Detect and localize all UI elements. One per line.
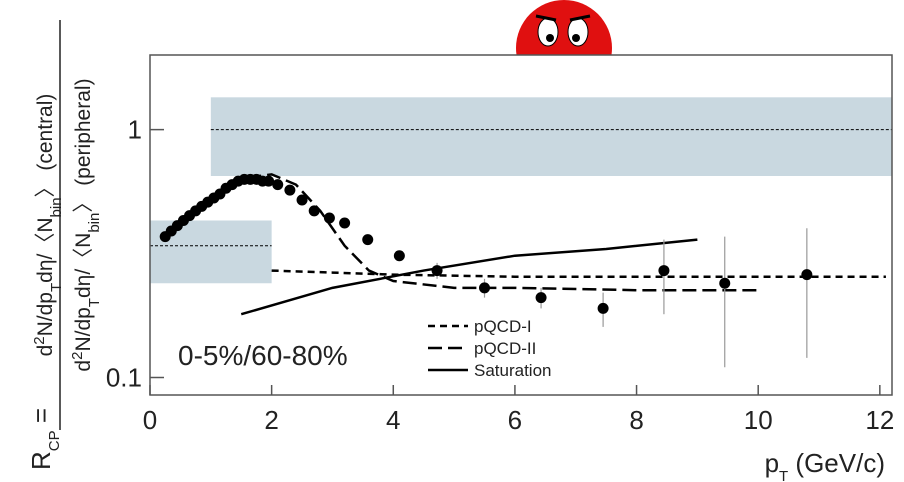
y-label-numerator: d2N/dpTdη/〈Nbin〉 (central) — [31, 94, 65, 357]
systematic-band — [210, 97, 892, 176]
x-tick-label: 6 — [508, 405, 522, 435]
data-point — [339, 217, 351, 229]
legend-label: Saturation — [474, 361, 552, 380]
data-point — [308, 205, 320, 217]
label-part: = — [26, 408, 56, 430]
data-point — [719, 277, 731, 289]
model-curve — [271, 269, 886, 278]
y-label-lhs: RCP = — [26, 408, 63, 470]
x-tick-label: 8 — [629, 405, 643, 435]
x-tick-label: 4 — [386, 405, 400, 435]
y-axis-label: RCP =d2N/dpTdη/〈Nbin〉 (central)d2N/dpTdη… — [26, 20, 103, 470]
model-curve — [247, 173, 759, 292]
data-point — [323, 212, 335, 224]
label-part: T — [86, 298, 103, 307]
data-point — [272, 179, 284, 191]
data-point — [535, 292, 547, 304]
label-part: N/dp — [34, 292, 57, 336]
data-point — [296, 194, 308, 206]
plot-frame — [149, 54, 893, 396]
x-tick-label: 0 — [143, 405, 157, 435]
label-part: CP — [46, 430, 63, 451]
label-part: 〉 (central) — [34, 94, 57, 198]
annotation: 0-5%/60-80% — [178, 340, 348, 371]
x-axis-label: pT (GeV/c) — [765, 448, 885, 482]
label-part: T — [779, 468, 788, 482]
label-part: dη/〈N — [72, 233, 95, 298]
label-part: R — [26, 451, 56, 470]
x-tick-label: 2 — [264, 405, 278, 435]
label-part: d — [72, 360, 95, 372]
mascot — [516, 0, 612, 55]
x-tick-label: 12 — [865, 405, 894, 435]
data-point — [393, 250, 405, 262]
label-part: dη/〈N — [34, 217, 57, 282]
label-part: bin — [48, 197, 65, 217]
label-part: N/dp — [72, 307, 95, 351]
label-part: d — [34, 345, 57, 357]
data-point — [801, 269, 813, 281]
label-part: 2 — [31, 336, 48, 344]
label-part: (GeV/c) — [788, 448, 885, 478]
data-point — [284, 184, 296, 196]
legend-label: pQCD-I — [474, 317, 532, 336]
label-part: bin — [86, 213, 103, 233]
data-point — [597, 302, 609, 314]
data-point — [658, 265, 670, 277]
y-tick-label: 1 — [128, 115, 142, 145]
data-point — [431, 265, 443, 277]
legend-label: pQCD-II — [474, 339, 536, 358]
x-tick-label: 10 — [744, 405, 773, 435]
label-part: 〉 (peripheral) — [72, 78, 95, 212]
y-label-denominator: d2N/dpTdη/〈Nbin〉 (peripheral) — [69, 78, 103, 371]
data-point — [362, 234, 374, 246]
model-curve — [240, 238, 698, 316]
label-part: T — [48, 283, 65, 292]
y-tick-label: 0.1 — [106, 363, 142, 393]
label-part: p — [765, 448, 779, 478]
data-point — [263, 175, 275, 187]
data-point — [479, 282, 491, 294]
label-part: 2 — [69, 352, 86, 360]
